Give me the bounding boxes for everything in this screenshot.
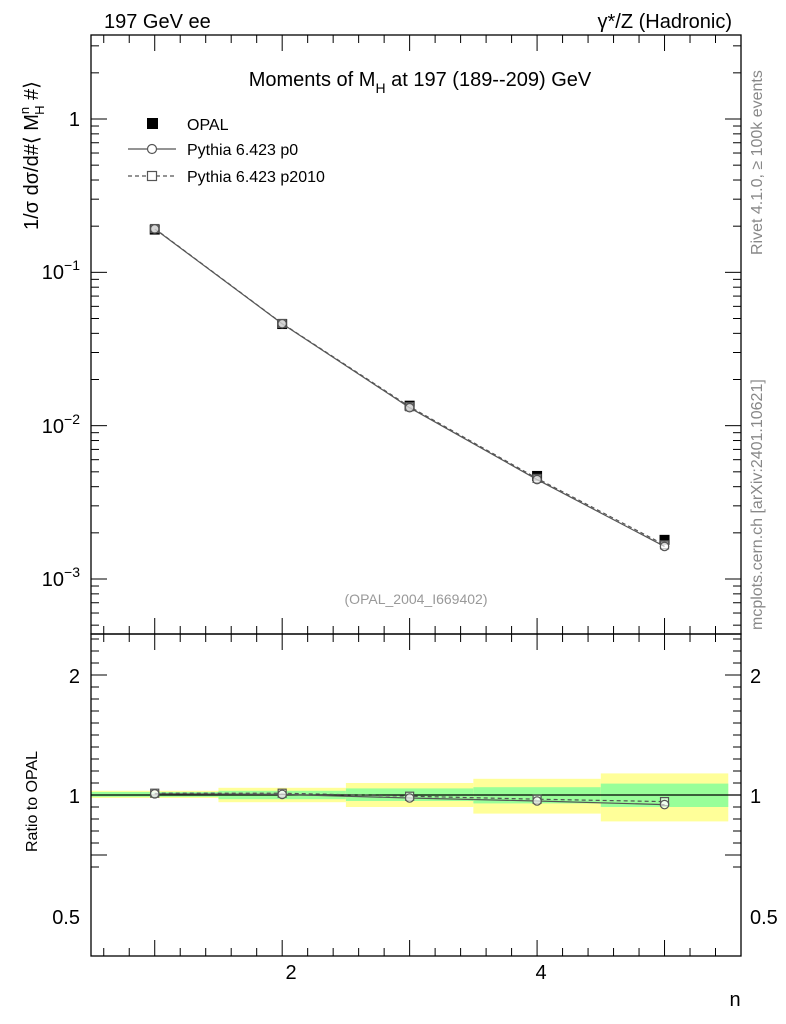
ratio-p0-point xyxy=(277,789,287,800)
p2010-line xyxy=(154,228,665,546)
ratio-y-tick-label-2-right: 2 xyxy=(750,666,761,688)
ratio-series xyxy=(149,788,670,810)
rivet-version-label: Rivet 4.1.0, ≥ 100k events xyxy=(749,70,766,255)
y-tick-label-1: 1 xyxy=(69,109,80,131)
ratio-y-axis-label: Ratio to OPAL xyxy=(24,751,41,852)
main-panel: Moments of MH at 197 (189--209) GeV 1/σ … xyxy=(17,34,742,635)
ratio-p0-point xyxy=(149,788,160,799)
ratio-bands xyxy=(91,773,741,822)
y-axis-label: 1/σ dσ/d#⟨ MnH #⟩ xyxy=(17,81,47,230)
header-right-label: γ*/Z (Hadronic) xyxy=(598,11,732,33)
mcplots-label: mcplots.cern.ch [arXiv:2401.10621] xyxy=(749,379,766,630)
header-left-label: 197 GeV ee xyxy=(104,11,211,33)
legend-p2010-marker xyxy=(146,170,158,182)
ratio-p0-point xyxy=(404,793,415,803)
p0-point xyxy=(659,541,670,552)
legend-p0-label: Pythia 6.423 p0 xyxy=(187,142,298,159)
x-axis-label: n xyxy=(729,989,740,1011)
ratio-y-tick-label-1-right: 1 xyxy=(750,786,761,808)
ratio-p0-point xyxy=(532,796,542,806)
ratio-y-tick-label-2: 2 xyxy=(69,666,80,688)
legend-opal-label: OPAL xyxy=(187,117,229,134)
y-tick-label-1e-1: 10−1 xyxy=(42,257,80,284)
p0-line xyxy=(154,228,665,547)
p0-point xyxy=(277,318,287,329)
y-tick-label-1e-2: 10−2 xyxy=(42,411,80,438)
p0-point xyxy=(149,224,160,234)
ratio-panel: Ratio to OPAL 2 1 0.5 2 1 0.5 2 4 n xyxy=(24,633,778,1011)
opal-point xyxy=(659,534,670,545)
ratio-y-tick-label-1: 1 xyxy=(69,786,80,808)
p0-point xyxy=(532,474,542,485)
ratio-ticks xyxy=(91,634,741,956)
p0-point xyxy=(404,402,415,413)
analysis-watermark: (OPAL_2004_I669402) xyxy=(345,591,488,607)
legend-opal-marker xyxy=(147,118,158,129)
x-tick-label-2: 2 xyxy=(285,962,296,984)
x-tick-label-4: 4 xyxy=(535,962,546,984)
legend-p0-marker xyxy=(146,143,158,155)
legend-p2010-label: Pythia 6.423 p2010 xyxy=(187,169,325,186)
chart-title: Moments of MH at 197 (189--209) GeV xyxy=(249,69,592,96)
y-tick-label-1e-3: 10−3 xyxy=(42,564,80,591)
main-ticks xyxy=(91,35,741,634)
ratio-p0-point xyxy=(659,799,670,810)
ratio-y-tick-label-0.5: 0.5 xyxy=(52,907,80,929)
ratio-y-tick-label-0.5-right: 0.5 xyxy=(750,907,778,929)
main-series xyxy=(149,223,670,552)
legend: OPAL Pythia 6.423 p0 Pythia 6.423 p2010 xyxy=(128,117,325,186)
